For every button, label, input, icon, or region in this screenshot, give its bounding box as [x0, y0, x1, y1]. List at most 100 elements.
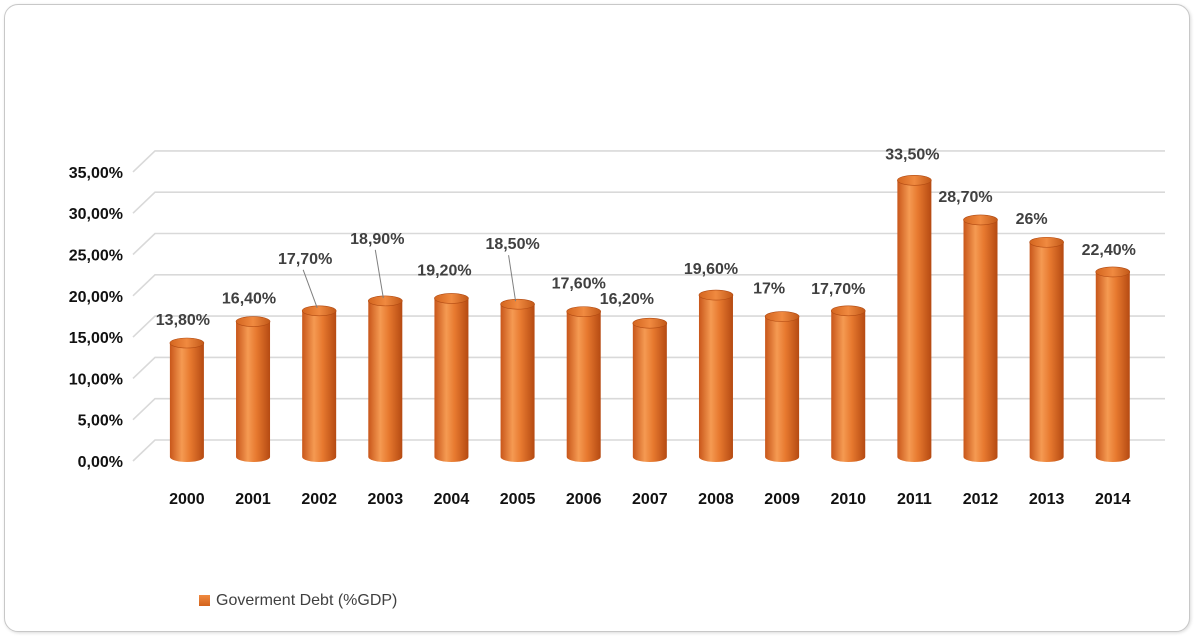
bar-body	[368, 300, 403, 462]
bar-body	[698, 295, 733, 462]
data-label: 18,50%	[485, 236, 539, 253]
bar-body	[1095, 271, 1130, 462]
bar-body	[500, 304, 535, 462]
bar-cap	[368, 295, 403, 307]
x-tick-label: 2008	[698, 491, 734, 508]
bar	[1095, 266, 1131, 462]
gridline	[132, 356, 1165, 379]
data-label: 22,40%	[1082, 242, 1136, 259]
bar	[434, 293, 469, 462]
y-tick-label: 25,00%	[69, 248, 123, 265]
data-label: 33,50%	[885, 146, 939, 163]
data-label: 28,70%	[938, 189, 992, 206]
bar-body	[765, 316, 800, 462]
y-tick-label: 15,00%	[69, 330, 123, 347]
bar-body	[632, 323, 667, 462]
leader-lines	[302, 249, 517, 308]
y-tick-label: 10,00%	[69, 371, 123, 388]
bar-chart: 0,00% 5,00% 10,00% 15,00% 20,00% 25,00% 30,00%…	[69, 146, 1165, 609]
gridline	[132, 439, 1165, 462]
x-tick-label: 2007	[632, 491, 668, 508]
bar-cap	[566, 306, 602, 317]
bar-cap	[235, 316, 271, 327]
bar-cap	[897, 174, 932, 186]
bar-body	[831, 310, 866, 462]
x-axis: 2000 2001 2002 2003 2004 2005 2006 2007 2008 2009…	[169, 491, 1131, 508]
bar-cap	[301, 305, 337, 317]
data-label: 17%	[753, 281, 785, 298]
gridline	[132, 273, 1165, 297]
bar-body	[302, 310, 337, 462]
data-label: 18,90%	[350, 231, 404, 248]
bar	[235, 316, 271, 462]
data-labels: 13,80% 16,40% 17,70% 18,90% 19,20% 18,50% 17,6…	[156, 146, 1136, 329]
y-tick-label: 0,00%	[78, 454, 123, 471]
bar	[566, 306, 602, 462]
x-tick-label: 2012	[963, 491, 999, 508]
x-tick-label: 2013	[1029, 491, 1065, 508]
bar-body	[169, 343, 204, 462]
x-tick-label: 2014	[1095, 491, 1131, 508]
y-tick-label: 20,00%	[69, 289, 123, 306]
data-label: 26%	[1016, 211, 1048, 228]
leader-line	[508, 255, 517, 302]
leader-line	[302, 269, 318, 308]
data-label: 17,70%	[278, 251, 332, 268]
bar-cap	[698, 289, 734, 301]
data-label: 16,20%	[600, 291, 654, 308]
x-tick-label: 2009	[764, 491, 800, 508]
gridline	[132, 191, 1165, 214]
bar-cap	[169, 337, 205, 349]
legend: Goverment Debt (%GDP)	[199, 592, 397, 609]
bar-cap	[500, 298, 535, 310]
y-tick-label: 30,00%	[69, 206, 123, 223]
y-tick-label: 35,00%	[69, 165, 123, 182]
leader-line	[374, 249, 384, 298]
bar	[500, 298, 535, 462]
data-label: 19,20%	[417, 262, 471, 279]
bar-cap	[434, 293, 469, 304]
data-label: 16,40%	[222, 291, 276, 308]
x-tick-label: 2006	[566, 491, 602, 508]
y-axis: 0,00% 5,00% 10,00% 15,00% 20,00% 25,00% 30,00%…	[69, 165, 123, 471]
bar-body	[963, 219, 998, 462]
bar	[632, 317, 668, 462]
bar-cap	[764, 311, 800, 322]
gridline	[132, 315, 1165, 338]
bar-body	[566, 311, 601, 462]
x-tick-label: 2002	[301, 491, 337, 508]
bar	[830, 305, 866, 462]
bar-cap	[963, 214, 998, 226]
bar	[764, 311, 800, 462]
x-tick-label: 2001	[235, 491, 271, 508]
bar-cap	[1095, 266, 1131, 278]
data-label: 17,70%	[811, 281, 865, 298]
chart-frame: 0,00% 5,00% 10,00% 15,00% 20,00% 25,00% 30,00%…	[4, 4, 1190, 632]
bar	[169, 337, 205, 462]
gridlines	[132, 150, 1165, 462]
y-tick-label: 5,00%	[78, 413, 123, 430]
bars	[169, 174, 1131, 463]
x-tick-label: 2004	[434, 491, 470, 508]
bar-body	[236, 321, 271, 462]
bar	[1029, 236, 1064, 462]
legend-label: Goverment Debt (%GDP)	[216, 592, 397, 609]
bar-cap	[830, 305, 866, 317]
x-tick-label: 2011	[897, 491, 932, 508]
data-label: 19,60%	[684, 261, 738, 278]
bar-body	[1029, 242, 1064, 462]
legend-swatch	[199, 595, 210, 606]
bar	[368, 295, 403, 462]
bar	[301, 305, 337, 462]
bar-body	[897, 180, 932, 463]
x-tick-label: 2000	[169, 491, 205, 508]
bar	[963, 214, 998, 462]
x-tick-label: 2005	[500, 491, 536, 508]
x-tick-label: 2010	[830, 491, 866, 508]
data-label: 17,60%	[552, 276, 606, 293]
gridline	[132, 232, 1165, 256]
bar-cap	[1029, 236, 1064, 248]
bar	[698, 289, 734, 462]
bar	[897, 174, 932, 463]
gridline	[132, 397, 1165, 421]
